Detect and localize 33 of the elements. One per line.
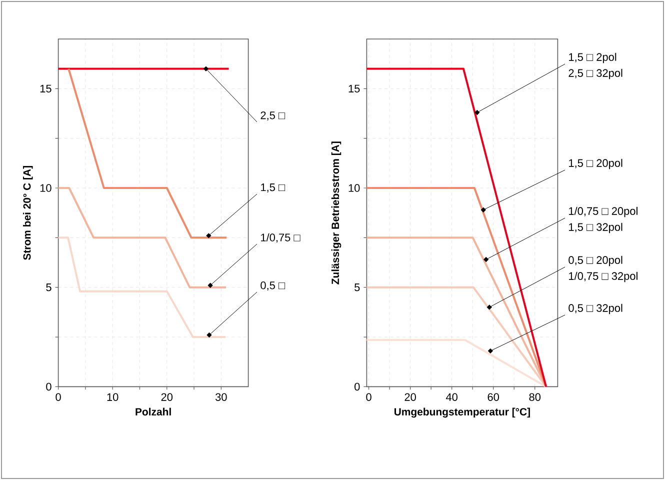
annotation: 1/0,75 □ xyxy=(261,233,300,243)
x-tick-label: 0 xyxy=(366,393,372,401)
annotation: 1,5 □ 2pol xyxy=(569,52,616,64)
annotation: 0,5 □ 20pol xyxy=(568,256,622,266)
annotation: 0,5 □ xyxy=(260,281,286,291)
x-tick-label: 30 xyxy=(215,393,227,401)
annotation: 1,5 □ 20pol xyxy=(569,158,622,170)
x-tick-label: 20 xyxy=(161,393,173,401)
annotation: 2,5 □ xyxy=(260,111,286,121)
y-axis-title: Strom bei 20° C [A] xyxy=(23,166,33,260)
x-tick-label: 40 xyxy=(446,393,458,401)
annotation: 1,5 □ xyxy=(261,184,286,192)
y-tick-label: 10 xyxy=(348,184,360,192)
x-tick-label: 60 xyxy=(488,393,499,401)
x-axis-title: Umgebungstemperatur [°C] xyxy=(394,408,530,418)
text: 1/0,75 □ 32pol xyxy=(569,272,638,282)
y-axis-title: Zulässiger Betriebsstrom [A] xyxy=(331,142,342,284)
x-tick-label: 0 xyxy=(56,393,61,401)
text: 2,5 □ 32pol xyxy=(568,68,622,80)
y-tick-label: 0 xyxy=(354,382,360,391)
y-tick-label: 5 xyxy=(354,284,360,292)
x-axis-title: Polzahl xyxy=(136,408,171,416)
x-tick-label: 20 xyxy=(404,393,416,401)
x-tick-label: 80 xyxy=(529,393,541,401)
x-tick-label: 10 xyxy=(107,393,118,401)
annotation: 1/0,75 □ 20pol xyxy=(569,206,638,218)
annotation: 0,5 □ 32pol xyxy=(568,304,622,314)
y-tick-label: 5 xyxy=(46,284,52,292)
y-tick-label: 10 xyxy=(40,184,52,192)
y-tick-label: 15 xyxy=(40,84,52,92)
y-tick-label: 15 xyxy=(348,84,360,92)
y-tick-label: 0 xyxy=(46,382,52,391)
text: 1,5 □ 32pol xyxy=(569,222,622,234)
